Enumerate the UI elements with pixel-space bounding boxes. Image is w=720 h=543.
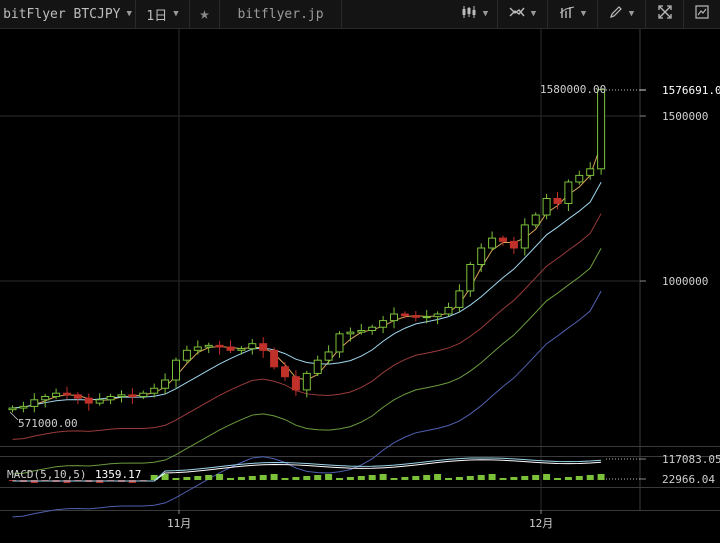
price-chart[interactable]: 1500000 1000000 1576691.0 1580000.00 571… (0, 29, 720, 543)
compare-button[interactable]: ▼ (548, 0, 598, 28)
low-price-marker: 571000.00 (18, 417, 78, 430)
candle-type-button[interactable]: ▼ (452, 0, 498, 28)
site-link[interactable]: bitflyer.jp (220, 0, 342, 28)
time-tick-december: 12月 (529, 517, 553, 530)
macd-tick-top: 117083.05 (662, 453, 720, 466)
snapshot-icon (695, 5, 709, 23)
star-icon: ★ (199, 4, 210, 24)
chevron-down-icon: ▼ (628, 9, 635, 19)
indicator-button[interactable]: ▼ (498, 0, 548, 28)
chart-toolbar: bitFlyer BTCJPY ▼ 1日 ▼ ★ bitflyer.jp ▼ ▼… (0, 0, 720, 29)
candlesticks (8, 86, 606, 413)
price-tick-1000000: 1000000 (662, 275, 708, 288)
snapshot-button[interactable] (684, 0, 720, 28)
chevron-down-icon: ▼ (173, 9, 179, 19)
candle-type-icon (461, 5, 477, 23)
draw-icon (609, 5, 623, 23)
fullscreen-icon (657, 5, 672, 23)
compare-icon (559, 5, 575, 23)
favorite-button[interactable]: ★ (190, 0, 220, 28)
price-tick-1500000: 1500000 (662, 110, 708, 123)
indicator-icon (509, 5, 525, 23)
draw-button[interactable]: ▼ (598, 0, 646, 28)
interval-selector[interactable]: 1日 ▼ (136, 0, 190, 28)
chevron-down-icon: ▼ (530, 9, 537, 19)
time-tick-november: 11月 (167, 517, 191, 530)
last-price-label: 1576691.0 (662, 84, 720, 97)
macd-label: MACD(5,10,5) (7, 468, 86, 481)
chevron-down-icon: ▼ (126, 9, 132, 19)
macd-tick-bottom: 22966.04 (662, 473, 715, 486)
macd-value: 1359.17 (95, 468, 141, 481)
symbol-label: bitFlyer BTCJPY (3, 6, 121, 22)
interval-label: 1日 (146, 8, 168, 24)
symbol-selector[interactable]: bitFlyer BTCJPY ▼ (0, 0, 136, 28)
fullscreen-button[interactable] (646, 0, 684, 28)
macd-indicator (9, 457, 605, 483)
chevron-down-icon: ▼ (580, 9, 587, 19)
chevron-down-icon: ▼ (482, 9, 489, 19)
site-label: bitflyer.jp (237, 6, 324, 22)
high-price-marker: 1580000.00 (540, 83, 606, 96)
